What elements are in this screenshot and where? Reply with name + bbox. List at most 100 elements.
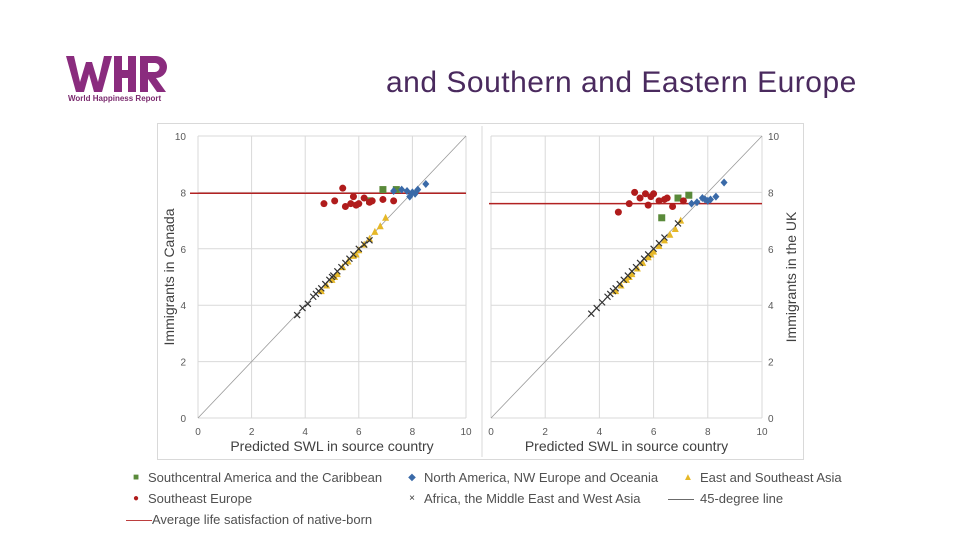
data-point-x	[350, 251, 357, 258]
data-point-circle	[390, 197, 398, 205]
x-tick-label: 0	[195, 427, 201, 438]
legend-item-southeast-europe: ● Southeast Europe	[128, 491, 252, 506]
red-line-marker-icon: ——	[126, 512, 152, 527]
y-tick-label: 4	[768, 301, 774, 312]
data-point-x	[293, 311, 301, 319]
data-point-square	[674, 194, 682, 202]
y-tick-label: 0	[768, 414, 774, 425]
data-point-diamond	[414, 185, 422, 194]
world-happiness-report-logo	[66, 56, 167, 92]
x-tick-label: 10	[756, 427, 768, 438]
data-point-x	[587, 310, 595, 318]
data-point-circle	[631, 188, 639, 196]
data-point-circle	[663, 194, 671, 202]
data-point-x	[655, 239, 663, 247]
data-point-circle	[641, 190, 649, 198]
data-point-x	[593, 304, 601, 312]
data-point-diamond	[398, 185, 406, 194]
legend-label: Southeast Europe	[148, 491, 253, 506]
data-point-x	[598, 298, 606, 306]
chart-container: 0 2 4 6 8 10 0 2 4 6 8 10 Predicted SWL in source co…	[157, 123, 804, 460]
logo-text: World Happiness Report	[68, 94, 162, 103]
legend-label: Average life satisfaction of native-born	[152, 512, 373, 527]
x-tick-label: 4	[302, 427, 308, 438]
legend-label: North America, NW Europe and Oceania	[424, 470, 659, 485]
y-tick-label: 4	[180, 301, 186, 312]
data-point-diamond	[698, 194, 706, 203]
data-point-circle	[341, 203, 349, 210]
data-point-circle	[655, 197, 663, 205]
x-tick-label: 4	[597, 427, 603, 438]
y-tick-label: 6	[768, 245, 774, 256]
data-point-triangle	[371, 227, 379, 235]
chart-legend: ■ Southcentral America and the Caribbean…	[126, 470, 846, 534]
y-tick-label: 6	[180, 245, 186, 256]
data-point-x	[304, 300, 312, 308]
legend-item-east-asia: ▲ East and Southeast Asia	[680, 470, 842, 485]
data-point-diamond	[403, 186, 411, 195]
data-point-circle	[679, 197, 687, 205]
data-point-x	[674, 219, 682, 227]
data-point-x	[661, 234, 668, 241]
x-axis-title: Predicted SWL in source country	[230, 438, 433, 454]
legend-label: Africa, the Middle East and West Asia	[424, 491, 641, 506]
x-tick-label: 8	[705, 427, 711, 438]
data-point-diamond	[712, 192, 720, 201]
legend-item-africa-me: × Africa, the Middle East and West Asia	[404, 491, 641, 506]
data-point-triangle	[355, 246, 363, 254]
data-point-triangle	[366, 234, 374, 242]
data-point-diamond	[707, 195, 715, 204]
data-point-circle	[625, 200, 633, 208]
data-point-diamond	[422, 179, 430, 188]
data-point-diamond	[390, 186, 398, 195]
data-point-diamond	[701, 195, 709, 204]
data-point-diamond	[720, 178, 728, 187]
data-point-circle	[349, 193, 357, 201]
x-tick-label: 2	[249, 427, 255, 438]
data-point-triangle	[382, 213, 390, 221]
data-point-x	[644, 251, 652, 258]
data-point-square	[379, 186, 387, 194]
legend-label: 45-degree line	[700, 491, 784, 506]
data-point-triangle	[666, 230, 674, 238]
data-point-circle	[339, 184, 347, 192]
data-point-circle	[614, 208, 622, 216]
data-point-circle	[347, 200, 355, 208]
y-tick-label: 8	[180, 188, 186, 199]
data-point-triangle	[655, 241, 663, 249]
x-tick-label: 10	[460, 427, 472, 438]
legend-item-central-america: ■ Southcentral America and the Caribbean	[128, 470, 382, 485]
x-tick-label: 8	[410, 427, 416, 438]
line-marker-icon: ——	[668, 491, 694, 506]
diamond-marker-icon: ◆	[408, 472, 416, 483]
data-point-x	[366, 236, 373, 244]
x-marker-icon: ×	[409, 493, 415, 504]
data-point-diamond	[688, 199, 696, 208]
data-point-x	[328, 273, 336, 281]
y-tick-label: 2	[180, 358, 186, 369]
data-point-circle	[352, 201, 360, 209]
circle-marker-icon: ●	[132, 493, 140, 504]
data-point-triangle	[671, 225, 679, 233]
legend-label: East and Southeast Asia	[700, 470, 842, 485]
data-point-triangle	[376, 222, 384, 230]
data-point-x	[299, 304, 306, 312]
y-tick-label: 2	[768, 358, 774, 369]
data-point-square	[658, 214, 666, 222]
triangle-marker-icon: ▲	[683, 472, 693, 483]
y-axis-title: Immigrants in the UK	[783, 211, 799, 342]
legend-item-45-degree: —— 45-degree line	[666, 491, 783, 506]
x-axis-title: Predicted SWL in source country	[525, 438, 728, 454]
data-point-circle	[320, 200, 328, 208]
data-point-diamond	[406, 192, 414, 201]
data-point-square	[685, 191, 693, 199]
legend-item-nw-europe: ◆ North America, NW Europe and Oceania	[404, 470, 658, 485]
y-tick-label: 10	[175, 132, 187, 143]
data-point-x	[650, 245, 658, 253]
data-point-x	[312, 290, 320, 298]
y-tick-label: 0	[180, 414, 186, 425]
data-point-x	[355, 245, 363, 253]
data-point-circle	[636, 194, 644, 202]
data-point-circle	[379, 195, 387, 203]
